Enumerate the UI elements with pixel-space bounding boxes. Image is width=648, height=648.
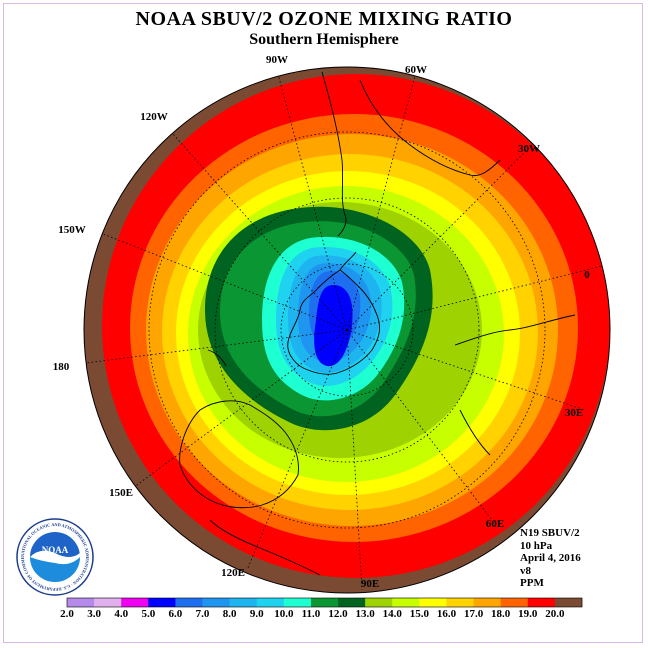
antarctic-peninsula [339,251,357,271]
colorbar-border [66,597,583,608]
colorbar-swatch [473,598,501,607]
colorbar-swatch [365,598,393,607]
graticule [84,67,610,591]
colorbar-label: 14.0 [383,608,403,620]
colorbar-swatch [500,598,529,607]
units-label: PPM [520,577,544,590]
pressure-level-label: 10 hPa [520,539,553,552]
version-label: v8 [520,564,531,577]
colorbar-label: 10.0 [274,608,294,620]
colorbar-swatch [338,598,366,607]
image-frame [3,3,643,643]
noaa-logo: NATIONAL OCEANIC AND ATMOSPHERIC ADMINIS… [15,517,94,596]
map-boundary [83,66,611,594]
colorbar-label: 11.0 [302,608,321,620]
colorbar-label: 20.0 [545,608,565,620]
colorbar-swatch [527,598,556,607]
colorbar-swatch [229,598,258,607]
africa-south-coast [454,314,576,346]
colorbar-swatch [202,598,230,607]
indonesia-coast [209,519,321,576]
colorbar-label: 7.0 [196,608,210,620]
colorbar-label: 6.0 [169,608,183,620]
colorbar-label: 2.0 [60,608,74,620]
colorbar-label: 9.0 [250,608,264,620]
australia-coast [179,400,299,509]
satellite-label: N19 SBUV/2 [520,527,580,539]
logo-text: NOAA [42,545,69,555]
colorbar-label: 4.0 [114,608,128,620]
colorbar-swatch [67,598,95,607]
coastlines [179,71,576,576]
new-zealand [207,349,227,367]
colorbar-label: 16.0 [437,608,457,620]
antarctica-coast [287,269,381,375]
map-title: NOAA SBUV/2 OZONE MIXING RATIO [135,8,513,30]
colorbar-swatch [175,598,203,607]
colorbar-swatch [256,598,285,607]
colorbar-swatch [121,598,149,607]
colorbar-label: 15.0 [410,608,430,620]
ozone-band-4-5 [314,284,353,367]
colorbar-swatch [419,598,447,607]
colorbar-label: 17.0 [464,608,484,620]
logo-lower-wave [30,557,80,582]
colorbar-label: 18.0 [491,608,511,620]
colorbar-swatch [392,598,420,607]
colorbar-label: 12.0 [328,608,348,620]
colorbar-swatch [148,598,176,607]
colorbar-swatch [283,598,312,607]
map-subtitle: Southern Hemisphere [249,31,399,48]
colorbar-swatch [554,598,583,607]
date-label: April 4, 2016 [520,552,581,565]
south-america-coast [321,71,347,237]
madagascar [459,409,491,456]
colorbar-label: 19.0 [518,608,538,620]
colorbar-label: 5.0 [141,608,155,620]
colorbar: 2.0 3.0 4.0 5.0 6.0 7.0 8.0 9.0 10.0 11.0 12.0 13.0… [60,597,583,620]
colorbar-swatch [446,598,474,607]
colorbar-label: 13.0 [356,608,376,620]
colorbar-label: 8.0 [223,608,237,620]
info-block: N19 SBUV/2 10 hPa April 4, 2016 v8 PPM [520,527,581,590]
colorbar-swatch [94,598,122,607]
colorbar-label: 3.0 [87,608,101,620]
south-america-east-coast [359,79,501,177]
colorbar-swatch [310,598,339,607]
